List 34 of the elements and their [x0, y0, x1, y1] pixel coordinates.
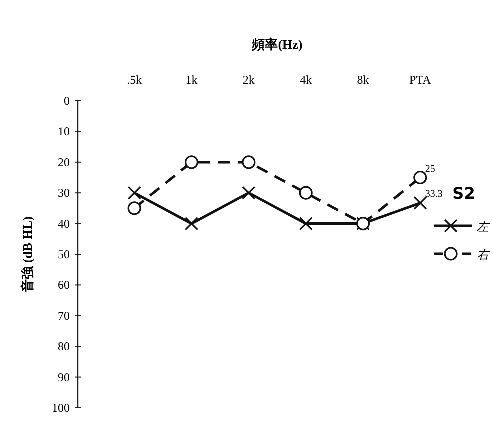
- y-axis-title: 音強 (dB HL): [20, 216, 35, 294]
- point: [184, 156, 199, 170]
- y-tick-label: 60: [58, 278, 70, 292]
- x-tick-label: PTA: [410, 73, 432, 87]
- y-tick-label: 80: [58, 340, 70, 354]
- point: [184, 217, 199, 231]
- point: [414, 196, 428, 210]
- data-label: 33.3: [425, 189, 443, 200]
- y-tick-label: 0: [64, 94, 70, 108]
- legend-label: 右: [477, 248, 491, 262]
- legend-label: 左: [477, 220, 491, 234]
- point: [299, 186, 313, 200]
- y-tick-label: 70: [58, 308, 70, 323]
- x-tick-label: .5k: [127, 73, 142, 87]
- point: [128, 186, 142, 200]
- point: [128, 202, 142, 216]
- point: [299, 217, 313, 231]
- y-tick-label: 10: [58, 124, 70, 139]
- y-tick-label: 30: [58, 186, 70, 200]
- x-axis-title: 頻率(Hz): [251, 37, 303, 52]
- text: S2: [452, 184, 476, 203]
- y-tick-label: 40: [58, 216, 70, 231]
- x-tick-label: 4k: [300, 73, 312, 87]
- y-tick-label: 90: [58, 370, 70, 384]
- x-tick-label: 8k: [357, 73, 370, 87]
- x-tick-label: 1k: [186, 73, 198, 87]
- x-tick-label: 2k: [242, 73, 255, 87]
- data-label: 25: [425, 164, 436, 175]
- point: [414, 170, 428, 185]
- point: [242, 186, 256, 200]
- point: [242, 156, 256, 170]
- y-tick-label: 50: [58, 248, 70, 262]
- y-tick-label: 20: [58, 155, 70, 170]
- y-tick-label: 100: [52, 401, 70, 415]
